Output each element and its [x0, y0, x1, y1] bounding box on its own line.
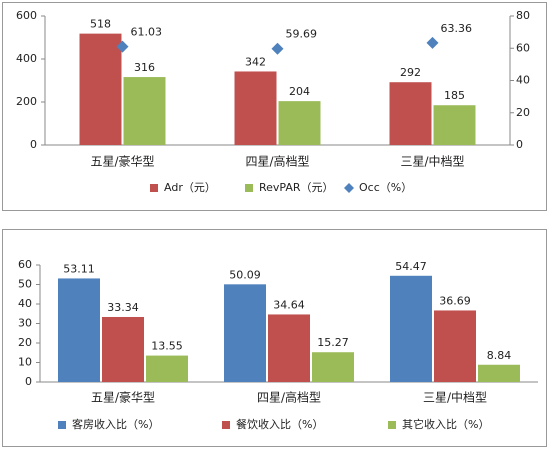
data-label: 316: [134, 61, 155, 74]
data-label: 33.34: [107, 301, 139, 314]
data-label: 61.03: [131, 26, 163, 39]
bar: [234, 71, 277, 145]
marker: [116, 40, 129, 53]
data-label: 63.36: [441, 22, 473, 35]
legend-marker: [150, 184, 158, 192]
y-tick-label: 0: [30, 138, 37, 151]
y2-tick-label: 40: [516, 74, 530, 87]
legend-marker: [344, 183, 354, 193]
y-tick-label: 40: [18, 297, 32, 310]
y-tick-label: 60: [18, 258, 32, 271]
y-tick-label: 200: [16, 95, 37, 108]
data-label: 34.64: [273, 298, 305, 311]
y-tick-label: 20: [18, 336, 32, 349]
legend-marker: [245, 184, 253, 192]
data-label: 54.47: [395, 260, 427, 273]
bar: [478, 364, 520, 382]
bar: [224, 284, 266, 382]
bar: [278, 101, 321, 145]
legend-label: Adr（元）: [164, 181, 216, 194]
data-label: 204: [289, 85, 310, 98]
legend-marker: [222, 421, 230, 429]
bar: [312, 352, 354, 382]
data-label: 8.84: [487, 349, 512, 362]
y-tick-label: 600: [16, 9, 37, 22]
y2-tick-label: 60: [516, 41, 530, 54]
bar: [102, 316, 144, 382]
y2-tick-label: 20: [516, 106, 530, 119]
bar: [433, 105, 476, 145]
data-label: 185: [444, 89, 465, 102]
x-tick-label: 三星/中档型: [423, 390, 487, 405]
legend-label: 客房收入比（%）: [72, 417, 159, 431]
x-tick-label: 五星/豪华型: [91, 390, 155, 405]
data-label: 50.09: [229, 268, 261, 281]
legend-label: Occ（%）: [359, 181, 412, 194]
y-tick-label: 50: [18, 278, 32, 291]
y-tick-label: 0: [25, 375, 32, 388]
legend-label: RevPAR（元）: [259, 181, 334, 194]
bar: [390, 275, 432, 382]
bar: [123, 77, 166, 145]
marker: [271, 42, 284, 55]
data-label: 292: [400, 66, 421, 79]
bar: [58, 278, 100, 382]
data-label: 36.69: [439, 294, 471, 307]
data-label: 59.69: [286, 28, 318, 41]
x-tick-label: 三星/中档型: [400, 154, 464, 169]
data-label: 13.55: [151, 340, 183, 353]
x-tick-label: 五星/豪华型: [90, 154, 154, 169]
data-label: 518: [90, 18, 111, 31]
bar: [268, 314, 310, 382]
bar: [79, 33, 122, 145]
data-label: 15.27: [317, 336, 349, 349]
y-tick-label: 400: [16, 52, 37, 65]
y-tick-label: 30: [18, 317, 32, 330]
data-label: 53.11: [63, 262, 95, 275]
x-tick-label: 四星/高档型: [257, 390, 321, 405]
legend-marker: [388, 421, 396, 429]
bar: [389, 82, 432, 145]
legend-label: 餐饮收入比（%）: [236, 417, 323, 431]
y2-tick-label: 0: [516, 138, 523, 151]
bar: [146, 355, 188, 382]
legend-marker: [58, 421, 66, 429]
data-label: 342: [245, 55, 266, 68]
marker: [426, 36, 439, 49]
y2-tick-label: 80: [516, 9, 530, 22]
legend-label: 其它收入比（%）: [402, 417, 489, 431]
y-tick-label: 10: [18, 356, 32, 369]
bar: [434, 310, 476, 382]
x-tick-label: 四星/高档型: [245, 154, 309, 169]
